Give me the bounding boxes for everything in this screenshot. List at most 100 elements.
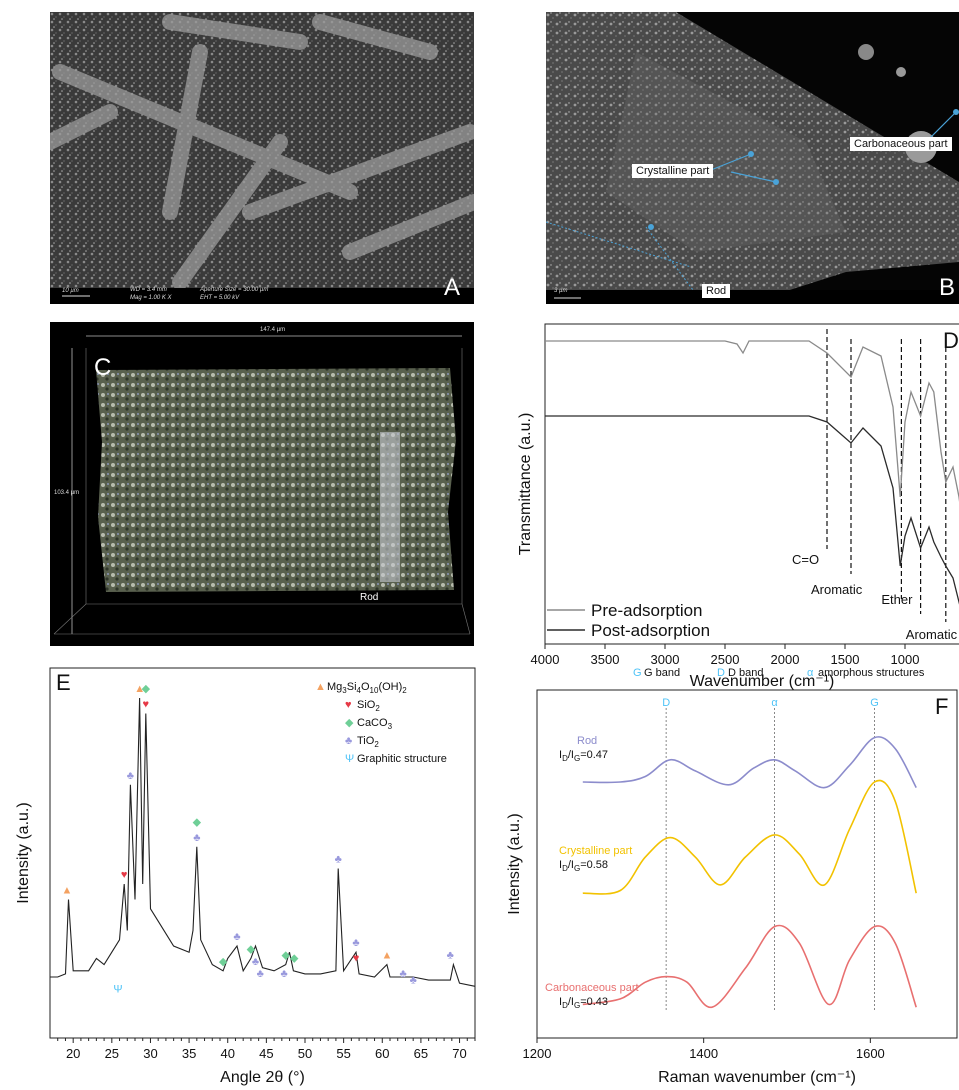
peak-marker: ♣ [233, 931, 240, 943]
legend-label: Post-adsorption [591, 621, 710, 640]
plot-frame-e [49, 667, 476, 1039]
optical-3d-surface [50, 322, 474, 646]
band-label: G [870, 697, 879, 709]
peak-marker: Ψ [113, 984, 122, 996]
x-tick-label: 30 [143, 1046, 157, 1061]
label-rod-b: Rod [702, 284, 731, 298]
y-axis-label: Transmittance (a.u.) [517, 413, 534, 556]
x-tick-label: 4000 [531, 652, 560, 667]
label-crystalline-part: Crystalline part [632, 164, 714, 178]
panel-b-sem-image: 3 µm Carbonaceous part Crystalline part … [546, 12, 959, 304]
series-line [545, 340, 959, 502]
peak-marker: ♥ [353, 953, 360, 965]
legend-label: TiO2 [357, 735, 379, 749]
peak-marker: ◆ [193, 816, 202, 828]
peak-marker: ♣ [410, 974, 417, 986]
x-tick-label: 25 [105, 1046, 119, 1061]
x-tick-label: 1400 [689, 1046, 718, 1061]
panel-d-ftir-chart: C=O Aromatic Ether Aromatic Pre-adsorptionPo… [517, 323, 959, 690]
peak-marker: ♣ [193, 832, 200, 844]
x-tick-label: 55 [336, 1046, 350, 1061]
peak-marker: ◆ [247, 943, 256, 955]
reference-label: Aromatic [811, 582, 863, 597]
peak-marker: ◆ [290, 953, 299, 965]
series-name-label: Crystalline part [559, 845, 632, 857]
x-tick-label: 60 [375, 1046, 389, 1061]
peak-marker: ♥ [121, 869, 128, 881]
peak-marker: ♣ [447, 950, 454, 962]
x-tick-label: 35 [182, 1046, 196, 1061]
peak-marker: ◆ [142, 683, 151, 695]
scale-bar-label-b: 3 µm [554, 288, 568, 294]
panel-letter-d: D [943, 328, 959, 353]
x-tick-label: 3500 [591, 652, 620, 667]
band-label: α [771, 697, 778, 709]
band-label: D [662, 697, 670, 709]
legend-marker: Ψ [345, 753, 354, 765]
sem-info-mag: Mag = 1.00 K X [130, 295, 172, 301]
x-axis-label: Raman wavenumber (cm⁻¹) [658, 1069, 856, 1086]
plot-frame-f [536, 689, 958, 1039]
sem-texture-a [50, 12, 474, 304]
series-name-label: Rod [577, 735, 597, 747]
x-tick-label: 70 [452, 1046, 466, 1061]
x-tick-label: 2000 [771, 652, 800, 667]
reference-label: C=O [792, 552, 819, 567]
top-legend-label: G band [644, 667, 680, 679]
x-tick-label: 20 [66, 1046, 80, 1061]
label-carbonaceous-part: Carbonaceous part [850, 137, 952, 151]
y-axis-label: Intensity (a.u.) [15, 802, 32, 903]
sem-info-eht: EHT = 5.00 kV [200, 295, 240, 301]
xrd-pattern-line [50, 697, 476, 987]
x-tick-label: 3000 [651, 652, 680, 667]
reference-label: Aromatic [906, 627, 958, 642]
legend-label: Pre-adsorption [591, 601, 703, 620]
legend-marker: ♥ [345, 699, 352, 711]
raman-spectrum-line [582, 779, 917, 895]
series-name-label: Carbonaceous part [545, 982, 639, 994]
peak-marker: ♣ [127, 770, 134, 782]
x-axis-label: Angle 2θ (°) [220, 1069, 305, 1086]
series-line [545, 415, 959, 605]
panel-letter-b: B [938, 274, 955, 301]
peak-marker: ♣ [352, 937, 359, 949]
panel-e-xrd-chart: 20 25 30 35 40 45 50 55 60 65 70 Angle 2θ (°) Intens… [15, 667, 476, 1086]
peak-marker: ◆ [281, 950, 290, 962]
peak-marker: ♣ [335, 854, 342, 866]
y-axis-label: Intensity (a.u.) [506, 813, 523, 914]
legend-marker: ◆ [345, 717, 354, 729]
peak-marker: ♣ [281, 968, 288, 980]
top-legend-symbol: G [633, 667, 642, 679]
panel-a-sem-image: 10 µm WD = 3.4 mm Aperture Size = 30.00 … [50, 12, 474, 304]
peak-marker: ♥ [143, 699, 150, 711]
height-dimension-label: 103.4 µm [54, 490, 80, 496]
x-tick-label: 65 [414, 1046, 428, 1061]
top-legend-symbol: α [807, 667, 814, 679]
id-ig-ratio-label: ID/IG=0.47 [559, 749, 608, 763]
x-axis-label: Wavenumber (cm⁻¹) [690, 673, 835, 690]
reference-label: Ether [881, 592, 913, 607]
peak-marker: ♣ [400, 968, 407, 980]
panel-letter-c: C [94, 354, 112, 381]
label-rod-c: Rod [360, 592, 379, 603]
plot-frame-d [544, 323, 959, 645]
x-tick-label: 45 [259, 1046, 273, 1061]
id-ig-ratio-label: ID/IG=0.58 [559, 859, 608, 873]
raman-spectrum-line [582, 924, 917, 1009]
peak-marker: ▲ [134, 683, 145, 695]
peak-marker: ◆ [219, 956, 228, 968]
peak-marker: ▲ [62, 885, 73, 897]
sem-texture-b [546, 12, 959, 304]
x-tick-label: 40 [220, 1046, 234, 1061]
panel-letter-a: A [443, 274, 460, 301]
scale-bar-label-a: 10 µm [62, 288, 79, 294]
top-legend-symbol: D [717, 667, 725, 679]
top-legend-label: D band [728, 667, 763, 679]
legend-label: SiO2 [357, 699, 380, 713]
panel-letter-f: F [935, 694, 948, 719]
peak-marker: ♣ [257, 968, 264, 980]
legend-marker: ♣ [345, 735, 352, 747]
top-legend-label: amorphous structures [818, 667, 925, 679]
id-ig-ratio-label: ID/IG=0.43 [559, 996, 608, 1010]
